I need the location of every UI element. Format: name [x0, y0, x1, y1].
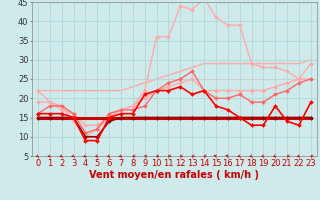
X-axis label: Vent moyen/en rafales ( km/h ): Vent moyen/en rafales ( km/h ) [89, 170, 260, 180]
